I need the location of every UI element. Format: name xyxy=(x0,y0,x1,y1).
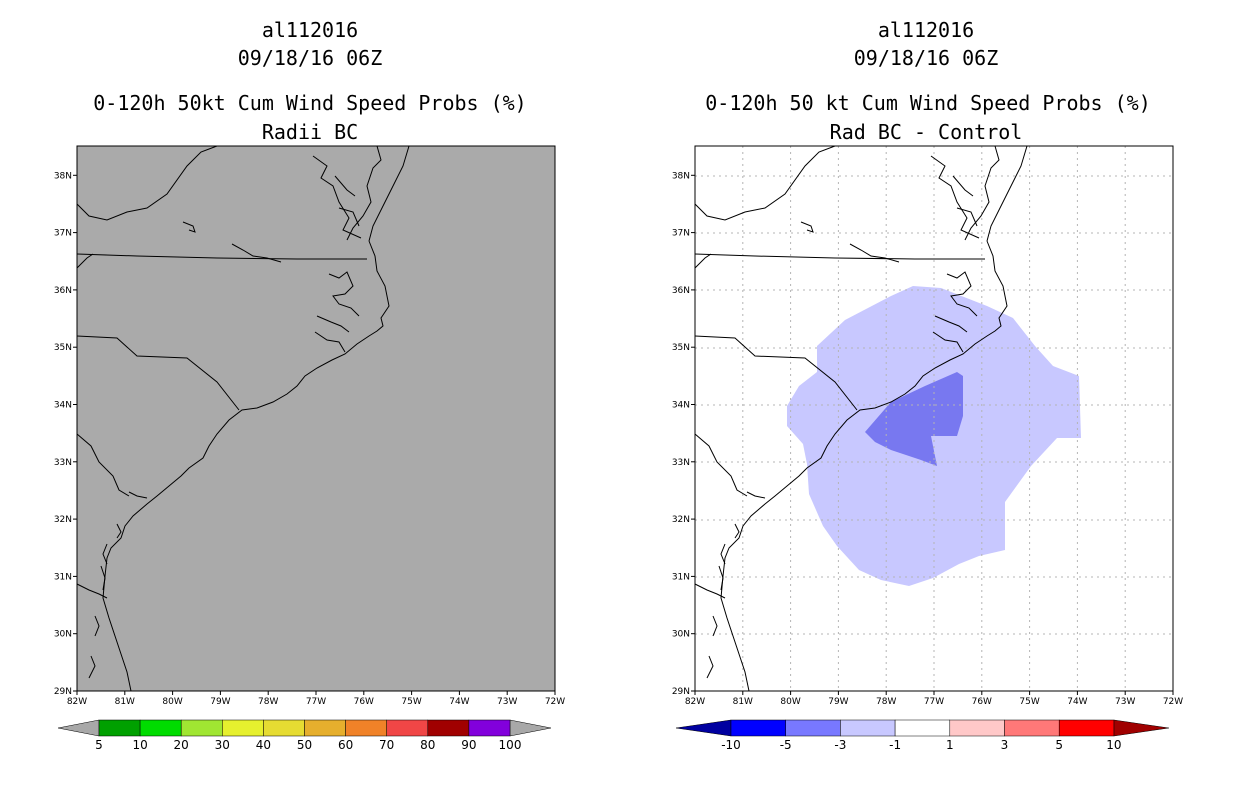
colorbar-label: 10 xyxy=(132,738,147,752)
right-lon-label: 77W xyxy=(924,697,944,707)
right-lon-label: 80W xyxy=(780,697,800,707)
right-lat-label: 30N xyxy=(672,630,690,640)
colorbar-swatch xyxy=(345,719,387,737)
left-lon-label: 75W xyxy=(401,697,421,707)
colorbar-label: 1 xyxy=(946,738,954,752)
colorbar-label: 50 xyxy=(297,738,312,752)
colorbar-label: 3 xyxy=(1001,738,1009,752)
colorbar-left-end xyxy=(675,719,732,737)
right-lat-label: 33N xyxy=(672,458,690,468)
left-storm-id: al112016 xyxy=(261,18,359,42)
colorbar-label: 80 xyxy=(420,738,435,752)
colorbar-swatch xyxy=(894,719,951,737)
colorbar-swatch xyxy=(98,719,141,737)
colorbar-label: 40 xyxy=(256,738,271,752)
left-lat-label: 37N xyxy=(54,229,72,239)
right-lon-label: 81W xyxy=(733,697,753,707)
right-lon-label: 75W xyxy=(1019,697,1039,707)
colorbar-swatch xyxy=(304,719,346,737)
colorbar-label: -3 xyxy=(834,738,846,752)
right-map-graticule xyxy=(695,146,1173,691)
left-lat-label: 32N xyxy=(54,515,72,525)
colorbar-right-end xyxy=(1113,719,1169,737)
colorbar-swatch xyxy=(180,719,223,737)
colorbar-label: 30 xyxy=(215,738,230,752)
colorbar-swatch xyxy=(468,719,511,737)
colorbar-swatch xyxy=(730,719,786,737)
left-colorbar: 5 10 20 30 40 50 60 70 80 90 100 xyxy=(57,719,552,752)
left-lat-label: 33N xyxy=(54,458,72,468)
right-title: 0-120h 50 kt Cum Wind Speed Probs (%) xyxy=(705,91,1151,115)
right-lat-label: 29N xyxy=(672,687,690,697)
left-lat-label: 34N xyxy=(54,401,72,411)
colorbar-swatch xyxy=(1004,719,1060,737)
right-lat-label: 32N xyxy=(672,515,690,525)
colorbar-swatch xyxy=(840,719,896,737)
left-datetime: 09/18/16 06Z xyxy=(237,46,383,70)
right-lat-label: 37N xyxy=(672,229,690,239)
colorbar-swatch xyxy=(263,719,305,737)
colorbar-swatch xyxy=(1058,719,1115,737)
left-lon-label: 77W xyxy=(306,697,326,707)
right-lat-label: 38N xyxy=(672,171,690,181)
colorbar-right-end xyxy=(509,719,552,737)
colorbar-swatch xyxy=(949,719,1005,737)
colorbar-swatch xyxy=(785,719,841,737)
left-lat-label: 30N xyxy=(54,630,72,640)
right-datetime: 09/18/16 06Z xyxy=(853,46,999,70)
colorbar-label: 60 xyxy=(338,738,353,752)
colorbar-label: 70 xyxy=(379,738,394,752)
right-colorbar: -10 -5 -3 -1 1 3 5 10 xyxy=(675,719,1169,752)
probability-diff-region-dark xyxy=(865,372,963,466)
right-map xyxy=(694,145,1174,692)
left-lat-label: 36N xyxy=(54,286,72,296)
colorbar-label: -10 xyxy=(721,738,741,752)
left-map-axes: 82W 81W 80W 79W 78W 77W 76W 75W 74W 73W 72W 29N 30N 3… xyxy=(54,171,565,707)
left-lon-label: 80W xyxy=(162,697,182,707)
colorbar-label: 100 xyxy=(499,738,522,752)
right-lon-label: 73W xyxy=(1115,697,1135,707)
left-lon-label: 78W xyxy=(258,697,278,707)
right-lon-label: 78W xyxy=(876,697,896,707)
left-lon-label: 73W xyxy=(497,697,517,707)
left-lon-label: 74W xyxy=(449,697,469,707)
colorbar-label: 5 xyxy=(95,738,103,752)
right-lat-label: 31N xyxy=(672,572,690,582)
colorbar-left-end xyxy=(57,719,100,737)
right-storm-id: al112016 xyxy=(877,18,975,42)
colorbar-label: -1 xyxy=(889,738,901,752)
right-lat-label: 34N xyxy=(672,401,690,411)
right-map-axes: 82W 81W 80W 79W 78W 77W 76W 75W 74W 73W 72W 29N 30N 3… xyxy=(672,171,1183,707)
left-lon-label: 72W xyxy=(545,697,565,707)
left-map-background xyxy=(77,146,555,691)
left-lon-label: 81W xyxy=(115,697,135,707)
right-lon-label: 76W xyxy=(972,697,992,707)
left-lat-label: 29N xyxy=(54,687,72,697)
right-subtitle: Rad BC - Control xyxy=(829,120,1023,144)
colorbar-label: 5 xyxy=(1055,738,1063,752)
colorbar-swatch xyxy=(222,719,264,737)
right-lat-label: 36N xyxy=(672,286,690,296)
colorbar-swatch xyxy=(386,719,429,737)
colorbar-swatch xyxy=(427,719,470,737)
left-subtitle: Radii BC xyxy=(261,120,359,144)
left-map xyxy=(76,145,556,692)
left-lat-label: 38N xyxy=(54,171,72,181)
left-title: 0-120h 50kt Cum Wind Speed Probs (%) xyxy=(93,91,527,115)
colorbar-label: -5 xyxy=(780,738,792,752)
right-lon-label: 74W xyxy=(1067,697,1087,707)
colorbar-label: 10 xyxy=(1106,738,1121,752)
right-lon-label: 72W xyxy=(1163,697,1183,707)
colorbar-label: 20 xyxy=(174,738,189,752)
right-lon-label: 82W xyxy=(685,697,705,707)
colorbar-label: 90 xyxy=(461,738,476,752)
left-lat-label: 35N xyxy=(54,343,72,353)
left-lon-label: 76W xyxy=(354,697,374,707)
right-lon-label: 79W xyxy=(828,697,848,707)
right-lat-label: 35N xyxy=(672,343,690,353)
colorbar-swatch xyxy=(139,719,182,737)
left-lon-label: 82W xyxy=(67,697,87,707)
left-lon-label: 79W xyxy=(210,697,230,707)
left-lat-label: 31N xyxy=(54,572,72,582)
